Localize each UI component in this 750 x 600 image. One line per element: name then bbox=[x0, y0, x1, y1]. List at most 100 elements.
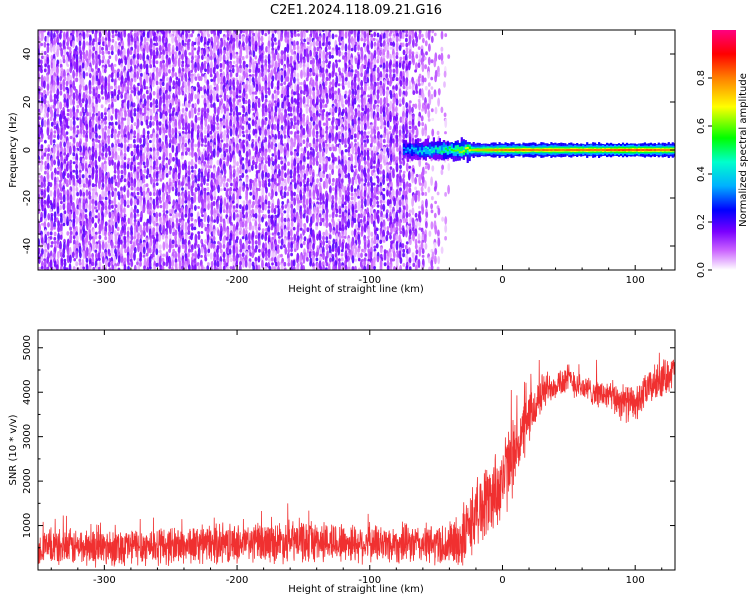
spectrogram-cell bbox=[276, 86, 280, 91]
spectrogram-cell bbox=[226, 160, 229, 167]
spectrogram-cell bbox=[108, 267, 112, 270]
spectrogram-cell bbox=[59, 265, 63, 270]
spectrogram-cell bbox=[91, 119, 95, 127]
spectrogram-cell bbox=[212, 121, 216, 125]
spectrogram-cell bbox=[59, 182, 62, 189]
spectrogram-cell bbox=[60, 258, 64, 268]
spectrogram-cell bbox=[120, 93, 124, 99]
spectrogram-cell bbox=[209, 159, 213, 167]
spectrogram-cell bbox=[40, 87, 43, 91]
spectrogram-cell bbox=[251, 84, 254, 94]
spectrogram-cell bbox=[133, 144, 137, 149]
spectrogram-cell bbox=[239, 204, 242, 210]
spectrogram-cell bbox=[65, 267, 69, 270]
spectrogram-cell bbox=[142, 246, 146, 255]
spectrogram-cell bbox=[194, 152, 198, 163]
spectrogram-cell bbox=[263, 120, 267, 126]
spectrogram-cell bbox=[248, 225, 252, 231]
spectrogram-cell bbox=[197, 41, 201, 46]
spectrogram-cell bbox=[312, 106, 315, 114]
spectrogram-cell bbox=[267, 30, 271, 35]
spectrogram-cell bbox=[146, 259, 150, 269]
spectrogram-cell bbox=[194, 205, 197, 211]
spectrogram-cell bbox=[252, 50, 256, 58]
spectrogram-cell bbox=[69, 112, 73, 119]
spectrogram-cell bbox=[184, 75, 188, 83]
spectrogram-cell bbox=[229, 71, 233, 79]
spectrogram-cell bbox=[201, 138, 204, 144]
spectrogram-cell bbox=[206, 178, 210, 182]
spectrogram-cell bbox=[126, 230, 130, 237]
spectrogram-cell bbox=[40, 105, 43, 114]
spectrogram-cell bbox=[62, 79, 66, 88]
spectrogram-cell bbox=[274, 143, 278, 148]
spectrogram-cell bbox=[46, 74, 49, 83]
spectrogram-cell bbox=[293, 115, 297, 123]
spectrogram-cell bbox=[85, 90, 88, 95]
spectrogram-cell bbox=[56, 126, 60, 136]
spectrogram-cell bbox=[325, 125, 329, 131]
spectrogram-cell bbox=[196, 98, 200, 105]
spectrogram-cell bbox=[270, 207, 274, 214]
spectrogram-cell bbox=[251, 232, 254, 242]
spectrogram-cell bbox=[341, 44, 344, 51]
spectrogram-cell bbox=[344, 77, 348, 82]
spectrogram-cell bbox=[88, 90, 92, 95]
spectrogram-cell bbox=[290, 31, 294, 39]
spectrogram-cell bbox=[139, 53, 143, 61]
spectrogram-cell bbox=[130, 234, 134, 241]
spectrogram-cell bbox=[366, 155, 370, 162]
spectrogram-cell bbox=[75, 159, 79, 166]
spectrogram-cell bbox=[219, 182, 223, 187]
spectrogram-cell bbox=[62, 85, 66, 92]
spectrogram-cell bbox=[204, 144, 208, 148]
spectrogram-cell bbox=[65, 163, 69, 172]
spectrogram-cell bbox=[268, 257, 271, 262]
spectrogram-cell bbox=[242, 41, 245, 48]
spectrogram-cell bbox=[204, 226, 208, 232]
spectrogram-cell bbox=[72, 92, 76, 101]
spectrogram-cell bbox=[98, 155, 101, 162]
spectrogram-cell bbox=[290, 252, 293, 257]
spectrogram-cell bbox=[103, 68, 107, 74]
spectrogram-cell bbox=[299, 142, 303, 147]
spectrogram-cell bbox=[66, 36, 70, 43]
spectrogram-cell bbox=[82, 44, 85, 52]
spectrogram-cell bbox=[121, 101, 124, 109]
spectrogram-cell bbox=[248, 46, 252, 51]
spectrogram-cell bbox=[274, 92, 278, 102]
spectrogram-cell bbox=[226, 128, 230, 135]
spectrogram-cell bbox=[75, 181, 78, 187]
spectrogram-cell bbox=[56, 239, 60, 245]
spectrogram-cell bbox=[350, 30, 354, 35]
spectrogram-cell bbox=[223, 177, 226, 183]
spectrogram-cell bbox=[200, 49, 204, 55]
spectrogram-cell bbox=[39, 64, 43, 71]
spectrogram-cell bbox=[220, 253, 224, 258]
spectrogram-cell bbox=[191, 49, 194, 58]
spectrogram-cell bbox=[280, 144, 283, 154]
spectrogram-cell bbox=[60, 215, 63, 225]
spectrogram-cell bbox=[108, 64, 111, 68]
spectrogram-cell bbox=[347, 218, 350, 229]
spectrogram-cell bbox=[232, 97, 236, 104]
spectrogram-cell bbox=[82, 266, 86, 270]
spectrogram-cell bbox=[95, 80, 98, 85]
spectrogram-cell bbox=[41, 204, 44, 212]
spectrogram-cell bbox=[296, 203, 300, 211]
spectrogram-cell bbox=[327, 62, 331, 69]
spectrogram-cell bbox=[193, 169, 197, 175]
spectrogram-cell bbox=[38, 174, 41, 179]
spectrogram-cell bbox=[158, 156, 162, 161]
spectrogram-cell bbox=[302, 254, 306, 264]
spectrogram-cell bbox=[359, 59, 363, 63]
spectrogram-cell bbox=[334, 34, 338, 38]
spectrogram-cell bbox=[248, 68, 252, 73]
spectrogram-cell bbox=[328, 125, 332, 129]
spectrogram-cell bbox=[178, 66, 182, 76]
spectrogram-cell bbox=[286, 76, 290, 82]
spectrogram-cell bbox=[284, 37, 288, 43]
spectrogram-cell bbox=[283, 244, 286, 249]
spectrogram-cell bbox=[108, 252, 111, 257]
spectrogram-cell bbox=[104, 175, 108, 185]
